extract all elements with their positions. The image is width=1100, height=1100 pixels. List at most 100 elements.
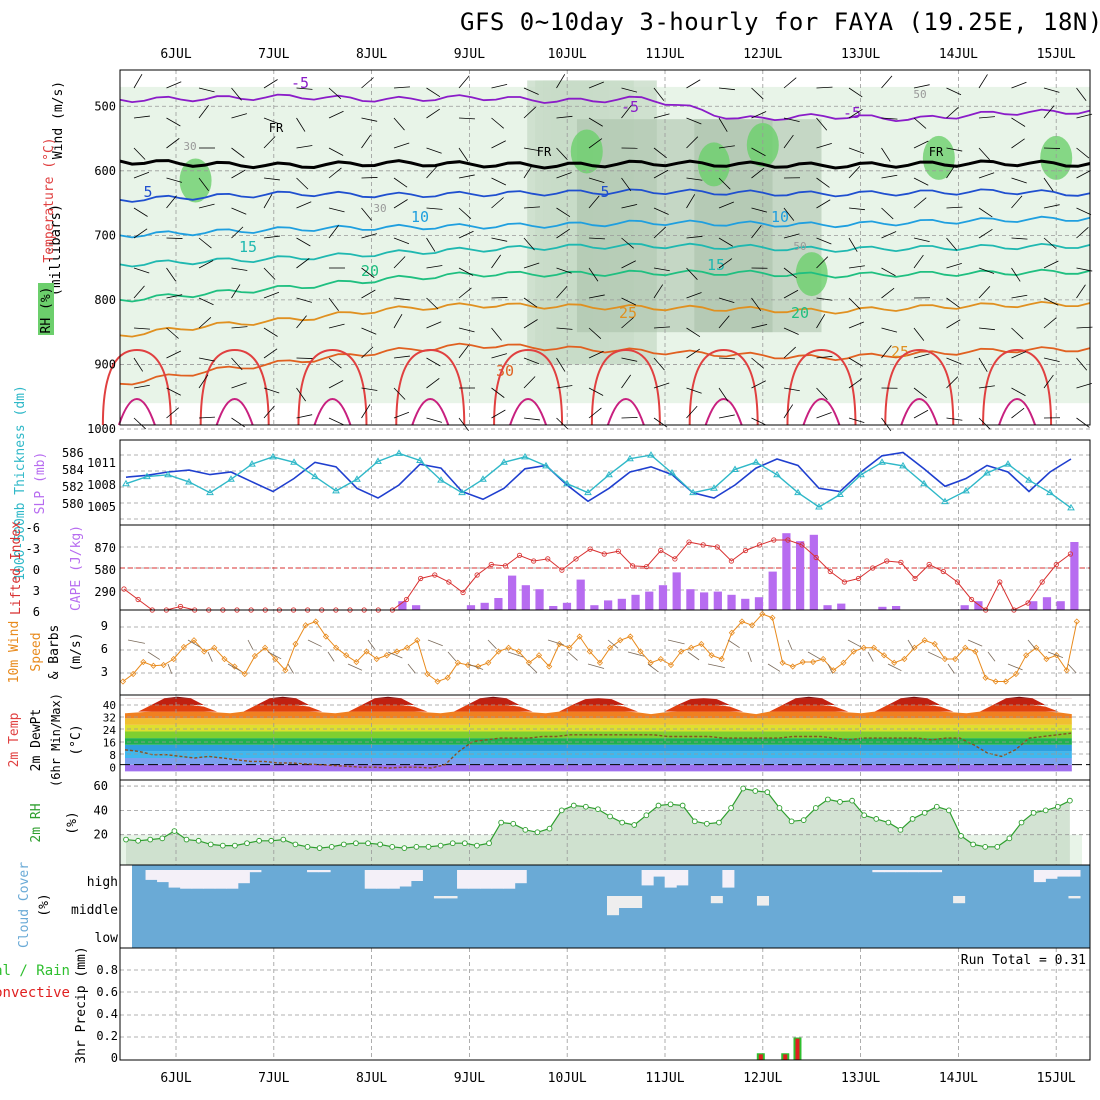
wind-barb: [556, 417, 569, 430]
wind-barb: [783, 346, 796, 359]
cape-bar: [508, 575, 517, 610]
wind-barb: [556, 267, 572, 274]
rh-marker: [982, 843, 989, 850]
wind-barb: [978, 357, 988, 372]
isotherm-line: [119, 242, 1091, 268]
wind-barb: [198, 357, 215, 362]
wind-speed-marker: [586, 648, 593, 655]
wind-speed-marker: [434, 678, 441, 685]
wind-speed-marker: [667, 661, 675, 669]
wind-barb: [166, 81, 182, 89]
wind-barb: [1011, 407, 1025, 419]
wind-speed-marker: [170, 655, 177, 663]
wind-speed-marker: [982, 674, 989, 681]
wind-barb: [686, 267, 698, 280]
wind-barb: [263, 405, 275, 419]
temp-tick-label: 8: [109, 749, 116, 762]
lifted-index-marker: [1039, 579, 1045, 585]
rh-marker: [643, 812, 650, 819]
wind-speed-marker: [444, 674, 451, 681]
thickness-marker: [479, 475, 487, 482]
rh-marker: [704, 820, 710, 827]
cape-bar: [892, 606, 901, 610]
temp-tick-label: 24: [103, 724, 117, 737]
rh-marker: [510, 820, 517, 827]
isotherm-line: [119, 93, 1091, 123]
lifted-index-tick-label: 3: [33, 584, 40, 598]
wind-barb: [198, 104, 209, 119]
wind-barb: [393, 117, 405, 131]
high-cloud-bar: [676, 870, 689, 886]
wind-barb: [523, 262, 540, 269]
wind-barb: [361, 134, 372, 149]
surface-isotherm-loop: [199, 348, 270, 426]
wind-speed-marker: [596, 659, 603, 666]
precip-tick-label: 0.4: [96, 1007, 118, 1021]
wind-barb: [621, 177, 632, 192]
cloud-tick-label: low: [95, 931, 119, 946]
wind-speed-marker: [627, 633, 634, 640]
wind-barb: [686, 292, 702, 299]
wind-panel-title: 10m Wind: [7, 621, 22, 684]
wind-speed-marker: [809, 658, 817, 666]
surface-wind-barb: [567, 651, 578, 661]
wind-barb: [393, 256, 406, 269]
rh-axis-label: RH (%): [39, 287, 54, 334]
wind-speed-marker: [972, 648, 979, 655]
wind-barb: [946, 376, 959, 389]
temperature-band: [125, 698, 1072, 705]
rh-marker: [812, 805, 819, 811]
wind-barb: [946, 164, 956, 179]
lifted-index-marker: [559, 567, 565, 573]
wind-barb: [361, 267, 375, 278]
high-cloud-bar: [157, 870, 170, 883]
wind-barb: [198, 260, 214, 269]
rh-marker: [256, 837, 262, 844]
wind-barb: [686, 79, 701, 89]
wind-barb: [913, 237, 930, 242]
wind-barb: [263, 267, 276, 280]
date-label-top: 13JUL: [841, 47, 880, 62]
rh-marker: [389, 843, 396, 850]
rh-marker: [933, 803, 940, 810]
thickness-marker: [290, 458, 298, 465]
thickness-tick-label: 580: [62, 497, 84, 511]
temperature-band: [125, 744, 1072, 752]
wind-speed-marker: [180, 643, 187, 651]
cape-bar: [658, 585, 668, 610]
wind-barb: [751, 324, 768, 329]
thickness-axis-label: 1000-500mb Thickness (dm): [13, 385, 28, 581]
lifted-index-marker: [460, 589, 466, 596]
surface-isotherm-loop: [786, 348, 857, 426]
wind-barb: [816, 177, 830, 188]
cape-bar: [1056, 601, 1065, 610]
rh-marker: [1030, 809, 1037, 816]
wind-barb: [393, 142, 410, 149]
wind-barb: [1076, 417, 1090, 428]
precip-panel-frame: [119, 947, 1091, 1061]
wind-barb: [523, 376, 536, 389]
wind-barb: [166, 237, 183, 239]
lifted-index-marker: [968, 596, 975, 603]
surface-wind-barb: [507, 651, 524, 658]
thickness-marker: [248, 460, 256, 467]
thickness-marker: [752, 458, 760, 465]
high-cloud-bar: [895, 870, 908, 873]
wind-speed-marker: [1002, 678, 1009, 685]
precip-convective-axis-label: Convective: [0, 985, 70, 1001]
rh-marker: [474, 842, 480, 849]
wind-barb: [848, 297, 861, 310]
rh-marker: [946, 807, 952, 814]
thickness-marker: [983, 469, 991, 476]
wind-barb: [556, 115, 573, 119]
wind-barb: [751, 297, 762, 312]
wind-barb: [751, 87, 764, 100]
thickness-marker: [710, 484, 718, 491]
wind-barb: [686, 235, 703, 239]
rh2m-units-label: (%): [65, 811, 80, 834]
thickness-marker: [794, 488, 802, 496]
rh-marker: [800, 817, 807, 823]
wind-speed-marker: [535, 652, 543, 659]
wind-barb: [426, 378, 440, 389]
